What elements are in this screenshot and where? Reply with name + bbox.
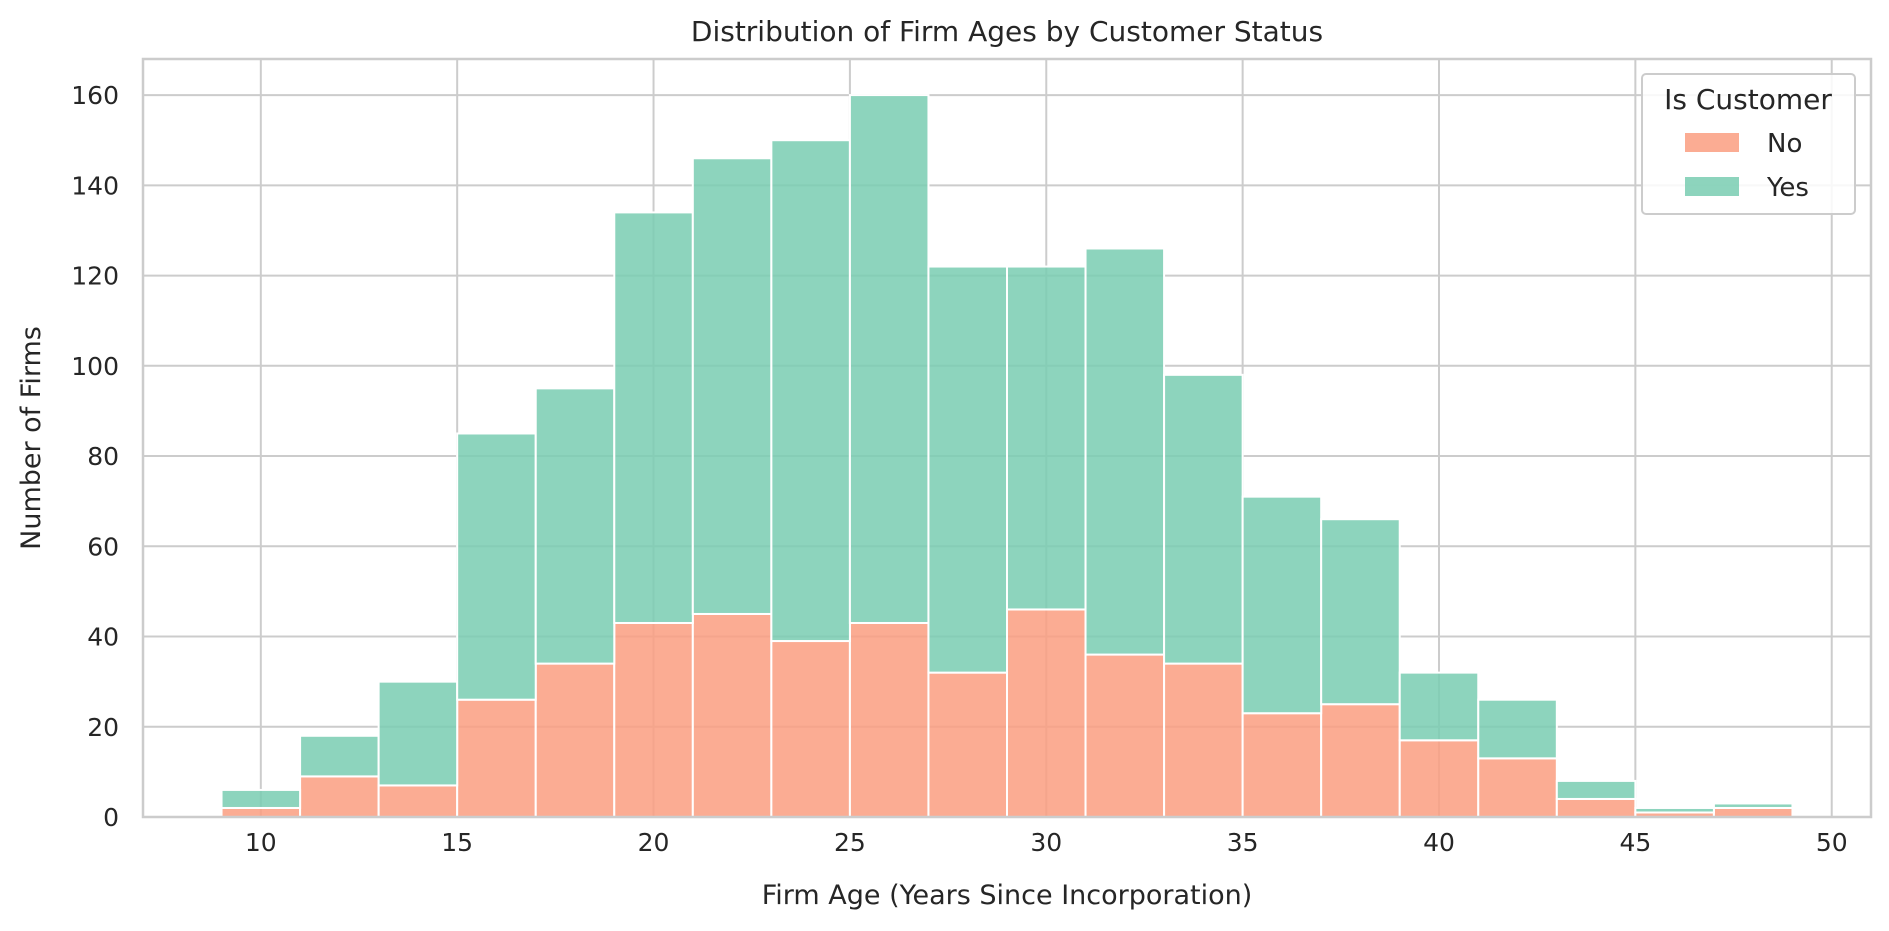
- bar-no: [691, 612, 773, 819]
- bar-no: [534, 662, 616, 818]
- bar-no: [1555, 797, 1637, 819]
- y-tick-label: 160: [71, 81, 119, 110]
- bar-no: [299, 775, 380, 819]
- bar-no: [1241, 712, 1323, 819]
- bar-no: [1320, 703, 1401, 819]
- x-tick-label: 10: [245, 828, 277, 857]
- bar-yes: [534, 387, 616, 665]
- bar-yes: [1555, 779, 1637, 800]
- bar-yes: [1477, 698, 1558, 760]
- bar-yes: [299, 734, 380, 778]
- bar-yes: [377, 680, 459, 787]
- y-tick-label: 20: [87, 713, 119, 742]
- bar-no: [927, 671, 1008, 818]
- x-tick-label: 50: [1816, 828, 1848, 857]
- y-tick-label: 120: [71, 262, 119, 291]
- legend-title: Is Customer: [1664, 83, 1832, 116]
- bar-no: [1163, 662, 1244, 818]
- bar-yes: [1398, 671, 1480, 742]
- x-tick-label: 35: [1227, 828, 1259, 857]
- bar-no: [848, 621, 930, 818]
- bar-yes: [1163, 373, 1244, 665]
- legend-swatch-yes: [1685, 177, 1739, 196]
- bar-no: [613, 621, 694, 818]
- bar-yes: [220, 788, 302, 809]
- bar-yes: [613, 211, 694, 624]
- bar-no: [220, 806, 302, 819]
- legend-label-no: No: [1767, 129, 1802, 159]
- bar-no: [1084, 653, 1166, 818]
- x-tick-label: 45: [1619, 828, 1651, 857]
- bar-yes: [848, 94, 930, 624]
- bar-no: [1477, 757, 1558, 818]
- bar-no: [377, 784, 459, 819]
- legend-swatch-no: [1685, 133, 1739, 152]
- bar-yes: [456, 432, 537, 701]
- bar-no: [770, 640, 851, 818]
- bar-no: [1712, 806, 1794, 819]
- bar-no: [1006, 608, 1087, 819]
- bar-yes: [1320, 518, 1401, 706]
- x-axis-title: Firm Age (Years Since Incorporation): [762, 880, 1253, 911]
- x-tick-label: 20: [638, 828, 670, 857]
- x-tick-label: 25: [834, 828, 866, 857]
- y-tick-label: 60: [87, 532, 119, 561]
- bar-yes: [1006, 265, 1087, 611]
- bar-yes: [691, 157, 773, 615]
- bar-yes: [927, 265, 1008, 674]
- y-axis-title: Number of Firms: [16, 326, 47, 550]
- y-tick-label: 0: [103, 803, 119, 832]
- x-tick-label: 15: [441, 828, 473, 857]
- bars: [220, 94, 1794, 819]
- y-tick-label: 100: [71, 352, 119, 381]
- bar-yes: [1712, 802, 1794, 809]
- legend: Is Customer No Yes: [1641, 73, 1856, 215]
- bar-no: [1398, 739, 1480, 818]
- y-tick-label: 40: [87, 623, 119, 652]
- chart-title: Distribution of Firm Ages by Customer St…: [691, 15, 1323, 48]
- bar-yes: [1241, 495, 1323, 715]
- bar-no: [456, 698, 537, 819]
- bar-yes: [770, 139, 851, 643]
- x-tick-label: 30: [1030, 828, 1062, 857]
- y-tick-label: 80: [87, 442, 119, 471]
- x-tick-label: 40: [1423, 828, 1455, 857]
- bar-yes: [1634, 806, 1715, 814]
- legend-label-yes: Yes: [1766, 173, 1809, 203]
- tick-labels: 10 15 20 25 30 35 40 45 50 0 20 40 60 80 100 120 140 160: [71, 81, 1847, 857]
- plot-area-frame: [141, 57, 1873, 819]
- y-tick-label: 140: [71, 171, 119, 200]
- bar-yes: [1084, 247, 1166, 656]
